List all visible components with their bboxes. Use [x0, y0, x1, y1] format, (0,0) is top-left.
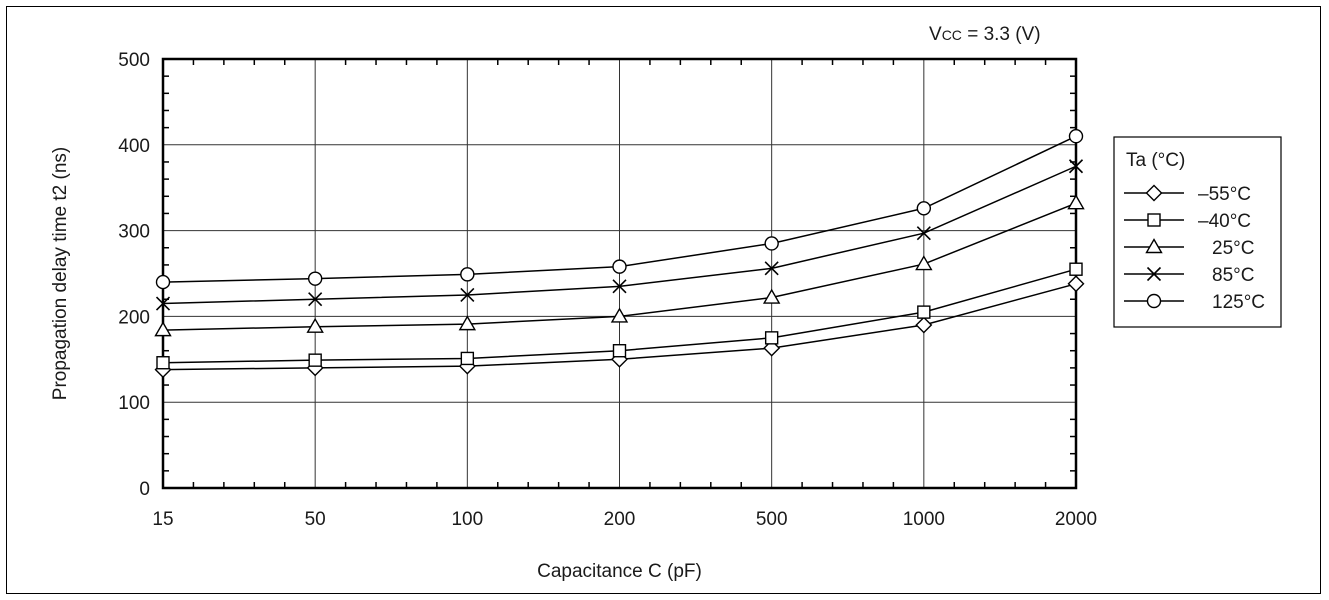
- legend-swatch-marker: [1147, 213, 1161, 227]
- data-point: [460, 267, 475, 282]
- x-tick-label: 50: [305, 509, 326, 530]
- legend-box: [1113, 136, 1282, 328]
- x-axis-label: Capacitance C (pF): [537, 561, 702, 582]
- marker-stroke: [916, 226, 931, 241]
- series-2: [156, 262, 1083, 370]
- marker-stroke: [1146, 266, 1162, 282]
- legend-item: 125°C: [1124, 292, 1265, 313]
- legend-item: –40°C: [1124, 211, 1251, 232]
- data-point: [915, 316, 933, 334]
- y-tick-label: 300: [118, 222, 150, 243]
- legend-item: 85°C: [1124, 265, 1254, 286]
- legend-label: 25°C: [1212, 238, 1254, 259]
- legend-label: 125°C: [1212, 292, 1265, 313]
- data-point: [1067, 194, 1085, 210]
- series-5: [155, 129, 1084, 290]
- data-point: [762, 288, 781, 304]
- vcc-subscript: CC: [942, 27, 962, 43]
- legend-label: 85°C: [1212, 265, 1254, 286]
- legend-item: –55°C: [1124, 184, 1251, 205]
- data-point: [764, 261, 779, 276]
- data-point: [1068, 129, 1084, 144]
- data-point: [306, 317, 324, 333]
- y-tick-label: 100: [118, 393, 150, 414]
- series-3: [154, 194, 1085, 337]
- y-axis-label: Propagation delay time t2 (ns): [50, 147, 71, 400]
- marker-stroke: [155, 296, 171, 311]
- x-tick-labels: 15 50 100 200 500 1000 2000: [152, 509, 1097, 530]
- data-point: [155, 274, 171, 290]
- x-tick-label: 15: [152, 509, 173, 530]
- legend: Ta (°C) –55°C –40°C 25°C 85°C 125°C: [1113, 136, 1282, 328]
- data-point: [764, 236, 779, 251]
- data-point: [154, 321, 172, 337]
- data-point: [1067, 275, 1085, 293]
- series-layer: [154, 129, 1085, 379]
- legend-swatch-marker: [1146, 293, 1162, 309]
- data-point: [155, 296, 171, 311]
- legend-label: –55°C: [1198, 184, 1251, 205]
- data-point: [612, 344, 627, 358]
- data-point: [1069, 262, 1083, 276]
- data-point: [916, 226, 931, 241]
- data-point: [156, 356, 170, 370]
- marker-stroke: [460, 287, 475, 303]
- x-tick-label: 1000: [903, 509, 945, 530]
- y-tick-label: 500: [118, 50, 150, 71]
- data-point: [612, 259, 627, 274]
- data-point: [308, 292, 323, 307]
- y-tick-label: 400: [118, 136, 150, 157]
- x-tick-label: 200: [604, 509, 636, 530]
- vcc-prefix: V: [929, 24, 942, 45]
- marker-stroke: [308, 292, 323, 307]
- legend-item: 25°C: [1124, 238, 1254, 259]
- data-point: [458, 315, 477, 331]
- marker-stroke: [764, 261, 779, 276]
- vcc-annotation: VCC = 3.3 (V): [929, 24, 1041, 45]
- grid: [163, 59, 1076, 488]
- data-point: [308, 353, 322, 367]
- data-point: [1068, 159, 1084, 174]
- series-4: [155, 159, 1084, 311]
- x-tick-label: 2000: [1055, 509, 1097, 530]
- data-point: [915, 255, 933, 271]
- y-tick-label: 0: [139, 479, 150, 500]
- vcc-suffix: = 3.3 (V): [962, 24, 1041, 45]
- legend-swatch-marker: [1145, 184, 1163, 202]
- legend-label: –40°C: [1198, 211, 1251, 232]
- marker-stroke: [612, 279, 627, 294]
- legend-swatch-marker: [1146, 266, 1162, 282]
- data-point: [612, 279, 627, 294]
- data-point: [916, 201, 932, 216]
- marker-stroke: [1068, 159, 1084, 174]
- data-point: [764, 331, 779, 345]
- y-tick-labels: 0 100 200 300 400 500: [118, 50, 150, 500]
- chart-frame: [6, 6, 1321, 594]
- data-point: [460, 351, 475, 366]
- data-point: [460, 287, 475, 303]
- legend-title: Ta (°C): [1126, 150, 1185, 171]
- y-tick-label: 200: [118, 307, 150, 328]
- x-tick-label: 500: [756, 509, 788, 530]
- x-tick-label: 100: [451, 509, 483, 530]
- data-point: [917, 305, 931, 319]
- data-point: [610, 307, 629, 323]
- data-point: [307, 271, 323, 286]
- legend-items: –55°C –40°C 25°C 85°C 125°C: [1124, 184, 1265, 313]
- legend-swatch-marker: [1145, 238, 1163, 254]
